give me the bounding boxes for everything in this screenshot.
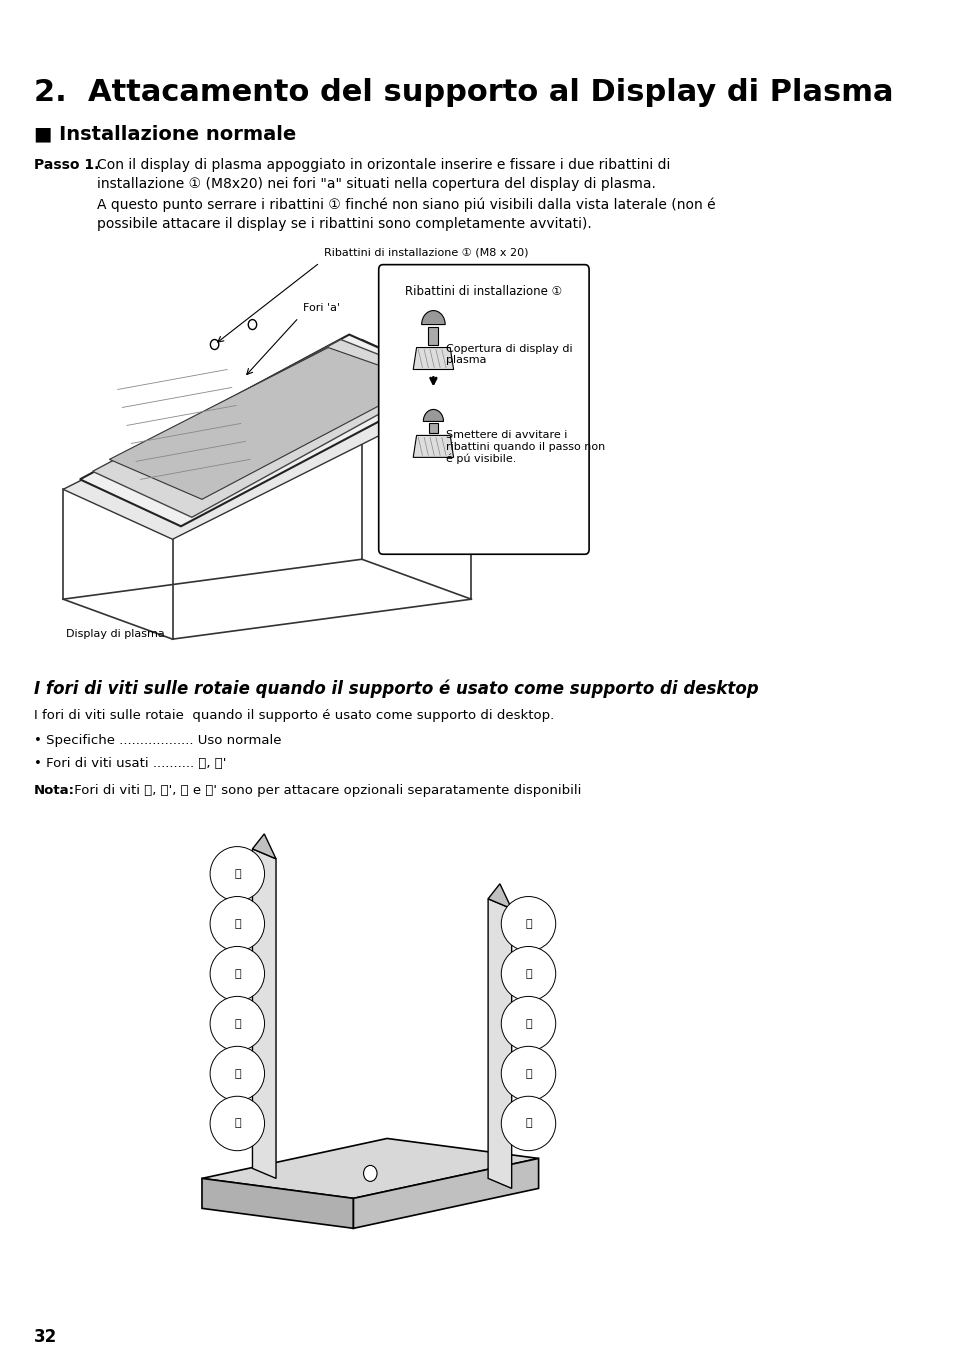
Polygon shape [256, 1169, 492, 1193]
Polygon shape [92, 339, 441, 517]
Text: I fori di viti sulle rotaie  quando il supporto é usato come supporto di desktop: I fori di viti sulle rotaie quando il su… [33, 709, 554, 721]
Polygon shape [413, 435, 453, 458]
Text: Ⓒ: Ⓒ [525, 1069, 531, 1078]
Circle shape [246, 867, 255, 880]
Circle shape [508, 967, 517, 979]
Text: I fori di viti sulle rotaie quando il supporto é usato come supporto di desktop: I fori di viti sulle rotaie quando il su… [33, 680, 758, 697]
Text: Ⓑ: Ⓑ [233, 1069, 240, 1078]
Polygon shape [110, 347, 424, 500]
Text: Ribattini di installazione ① (M8 x 20): Ribattini di installazione ① (M8 x 20) [324, 247, 528, 258]
Text: Ⓑ: Ⓑ [525, 969, 531, 978]
Circle shape [246, 1067, 255, 1079]
Polygon shape [413, 347, 453, 370]
Polygon shape [80, 335, 454, 527]
Circle shape [246, 917, 255, 929]
FancyBboxPatch shape [378, 265, 588, 554]
Text: • Specifiche .................. Uso normale: • Specifiche .................. Uso norm… [33, 734, 281, 747]
Circle shape [508, 1117, 517, 1129]
Text: Ⓒ: Ⓒ [233, 1019, 240, 1028]
Circle shape [246, 967, 255, 979]
Polygon shape [63, 339, 471, 539]
Text: Nota:: Nota: [33, 784, 74, 797]
Circle shape [508, 1067, 517, 1079]
Polygon shape [253, 834, 275, 859]
Circle shape [363, 1166, 376, 1181]
Text: Display di plasma: Display di plasma [66, 630, 164, 639]
Text: Ⓐ: Ⓐ [525, 1019, 531, 1028]
Bar [428, 327, 438, 345]
Polygon shape [353, 1158, 538, 1228]
Wedge shape [423, 409, 443, 422]
Text: Fori di viti Ⓐ, Ⓐ', Ⓒ e Ⓒ' sono per attacare opzionali separatamente disponibili: Fori di viti Ⓐ, Ⓐ', Ⓒ e Ⓒ' sono per atta… [70, 784, 580, 797]
Polygon shape [202, 1178, 353, 1228]
Text: ■ Installazione normale: ■ Installazione normale [33, 124, 295, 143]
Text: Con il display di plasma appoggiato in orizontale inserire e fissare i due ribat: Con il display di plasma appoggiato in o… [96, 158, 715, 231]
Polygon shape [488, 898, 511, 1189]
Circle shape [246, 1117, 255, 1129]
Circle shape [248, 320, 256, 330]
Text: Passo 1.: Passo 1. [33, 158, 99, 172]
Circle shape [508, 1017, 517, 1029]
Text: Ⓒ: Ⓒ [233, 869, 240, 878]
Text: Ⓐ: Ⓐ [233, 969, 240, 978]
Circle shape [211, 339, 218, 350]
Polygon shape [202, 1139, 538, 1198]
Text: Ⓐ: Ⓐ [233, 1119, 240, 1128]
Text: Ⓑ: Ⓑ [233, 919, 240, 928]
Circle shape [508, 917, 517, 929]
Polygon shape [488, 884, 511, 909]
Circle shape [246, 1017, 255, 1029]
Text: 2.  Attacamento del supporto al Display di Plasma: 2. Attacamento del supporto al Display d… [33, 78, 892, 107]
Text: Ribattini di installazione ①: Ribattini di installazione ① [405, 285, 562, 297]
Text: Smettere di avvitare i
ribattini quando il passo non
é pú visibile.: Smettere di avvitare i ribattini quando … [446, 431, 604, 465]
Text: • Fori di viti usati .......... Ⓑ, Ⓑ': • Fori di viti usati .......... Ⓑ, Ⓑ' [33, 757, 226, 770]
Text: Ⓒ: Ⓒ [525, 919, 531, 928]
Text: Copertura di display di
plasma: Copertura di display di plasma [446, 343, 572, 365]
Text: 32: 32 [33, 1328, 57, 1346]
Text: Ⓑ: Ⓑ [525, 1119, 531, 1128]
Wedge shape [421, 311, 445, 324]
Text: Fori 'a': Fori 'a' [303, 303, 339, 312]
Polygon shape [253, 848, 275, 1178]
Bar [429, 423, 437, 434]
